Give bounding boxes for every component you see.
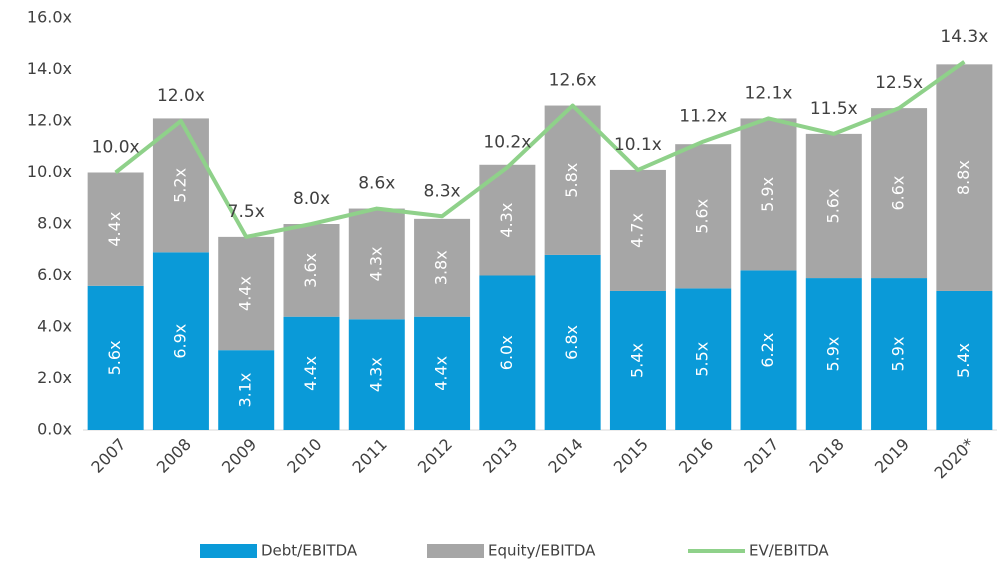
y-tick-label: 4.0x [37, 317, 72, 336]
segment-label: 4.4x [432, 356, 451, 391]
y-tick-label: 10.0x [27, 162, 72, 181]
bar-segment [87, 285, 144, 430]
segment-label: 4.7x [627, 213, 646, 248]
segment-label: 6.6x [889, 176, 908, 211]
bar-segment [740, 118, 797, 271]
bar-segment [544, 254, 601, 430]
x-tick-label: 2008 [153, 435, 195, 477]
legend-label: Equity/EBITDA [488, 542, 596, 560]
segment-label: 4.3x [497, 203, 516, 238]
line-series [114, 60, 966, 239]
segment-label: 5.6x [693, 199, 712, 234]
x-tick-label: 2011 [349, 435, 391, 477]
bar-segment [348, 319, 405, 430]
bar-segment [609, 290, 666, 430]
bar-segment [805, 133, 862, 279]
x-tick-label: 2009 [218, 435, 260, 477]
line-label: 12.1x [745, 83, 793, 103]
bar-segment [283, 316, 340, 430]
segment-label: 5.6x [823, 189, 842, 224]
bar-segment [348, 208, 405, 320]
x-tick-label: 2018 [806, 435, 848, 477]
x-tick-label: 2020* [930, 435, 978, 483]
segment-label: 6.8x [562, 325, 581, 360]
bar-segment [609, 169, 666, 291]
line-label: 8.0x [293, 189, 330, 209]
line-label: 7.5x [228, 202, 265, 222]
legend-swatch [427, 544, 484, 558]
line-label: 11.5x [810, 99, 858, 119]
line-label: 14.3x [940, 27, 988, 47]
bar-segment [218, 236, 275, 351]
segment-label: 4.4x [105, 212, 124, 247]
line-label: 10.0x [92, 138, 140, 158]
legend-label: EV/EBITDA [749, 542, 829, 560]
x-tick-label: 2016 [675, 435, 717, 477]
line-label: 8.3x [424, 181, 461, 201]
bar-segment [152, 118, 209, 253]
line-label: 12.0x [157, 86, 205, 106]
bar-segment [87, 172, 144, 286]
y-tick-label: 8.0x [37, 214, 72, 233]
line-label: 8.6x [358, 174, 395, 194]
bar-segment [414, 218, 471, 317]
segment-label: 5.4x [627, 343, 646, 378]
bar-segment [283, 224, 340, 317]
segment-label: 8.8x [954, 160, 973, 195]
bar-segment [675, 144, 732, 289]
x-tick-label: 2015 [610, 435, 652, 477]
segment-label: 6.9x [170, 324, 189, 359]
y-tick-label: 2.0x [37, 368, 72, 387]
bar-segment [871, 278, 928, 430]
bar-segment [740, 270, 797, 430]
segment-label: 5.6x [105, 340, 124, 375]
bar-segment [152, 252, 209, 430]
x-tick-label: 2014 [544, 435, 586, 477]
bar-segment [218, 350, 275, 430]
bar-segment [479, 275, 536, 430]
bar-segment [871, 108, 928, 279]
line-label: 12.6x [549, 71, 597, 91]
segment-label: 5.9x [823, 337, 842, 372]
segment-label: 3.8x [432, 250, 451, 285]
segment-label: 4.4x [236, 276, 255, 311]
line-label: 10.1x [614, 135, 662, 155]
segment-label: 5.5x [693, 342, 712, 377]
segment-label: 5.9x [889, 337, 908, 372]
y-tick-label: 6.0x [37, 265, 72, 284]
y-tick-label: 16.0x [27, 8, 72, 27]
y-tick-label: 14.0x [27, 59, 72, 78]
x-tick-label: 2019 [871, 435, 913, 477]
bar-segment [414, 316, 471, 430]
line-label: 10.2x [483, 132, 531, 152]
y-tick-label: 0.0x [37, 420, 72, 439]
legend-label: Debt/EBITDA [261, 542, 358, 560]
bar-segment [544, 105, 601, 255]
segment-label: 5.8x [562, 163, 581, 198]
segment-label: 3.1x [236, 373, 255, 408]
x-tick-label: 2010 [283, 435, 325, 477]
line-label: 12.5x [875, 73, 923, 93]
segment-label: 4.3x [366, 246, 385, 281]
y-tick-label: 12.0x [27, 111, 72, 130]
segment-label: 6.2x [758, 333, 777, 368]
segment-label: 5.4x [954, 343, 973, 378]
segment-label: 4.3x [366, 357, 385, 392]
x-tick-label: 2007 [87, 435, 129, 477]
segment-label: 6.0x [497, 335, 516, 370]
bar-segment [936, 290, 993, 430]
bar-segment [936, 64, 993, 291]
segment-label: 4.4x [301, 356, 320, 391]
bar-segment [675, 288, 732, 430]
x-tick-label: 2013 [479, 435, 521, 477]
legend-swatch [200, 544, 257, 558]
bar-segment [805, 278, 862, 430]
x-tick-label: 2017 [740, 435, 782, 477]
x-tick-label: 2012 [414, 435, 456, 477]
segment-label: 5.9x [758, 177, 777, 212]
segment-label: 5.2x [170, 168, 189, 203]
segment-label: 3.6x [301, 253, 320, 288]
line-label: 11.2x [679, 107, 727, 127]
